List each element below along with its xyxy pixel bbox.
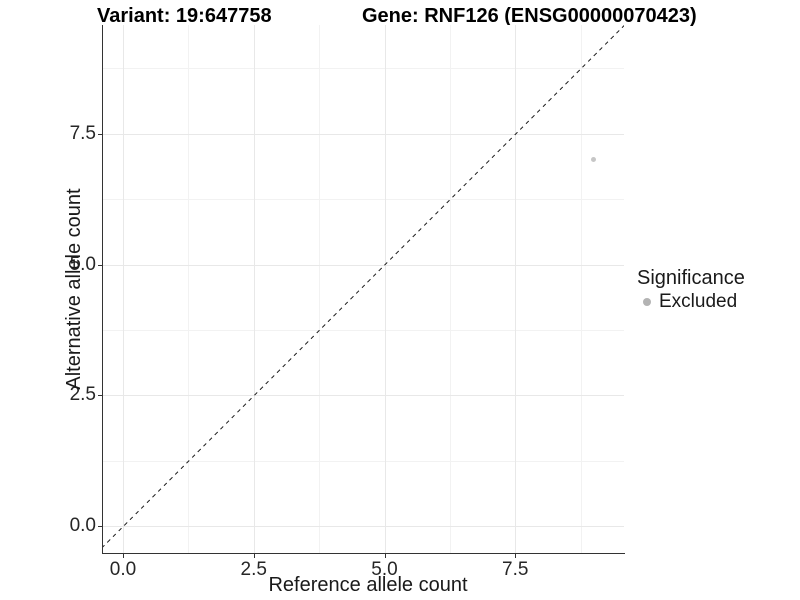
data-point xyxy=(591,157,597,163)
minor-gridline-x xyxy=(580,25,582,553)
x-axis-tick xyxy=(515,554,517,558)
major-gridline-y xyxy=(102,264,624,266)
plot-panel xyxy=(102,25,624,553)
legend: Significance Excluded xyxy=(637,267,745,313)
major-gridline-x xyxy=(253,25,255,553)
minor-gridline-y xyxy=(102,199,624,201)
y-axis-title: Alternative allele count xyxy=(63,188,85,390)
y-tick-label: 0.0 xyxy=(69,515,96,536)
minor-gridline-x xyxy=(449,25,451,553)
minor-gridline-y xyxy=(102,329,624,331)
x-axis-tick xyxy=(123,554,124,558)
x-axis-tick xyxy=(253,554,255,558)
major-gridline-x xyxy=(123,25,124,553)
legend-title: Significance xyxy=(637,267,745,289)
legend-entry-label: Excluded xyxy=(659,291,738,312)
identity-line xyxy=(102,25,624,553)
major-gridline-y xyxy=(102,526,624,527)
variant-title: Variant: 19:647758 xyxy=(97,5,272,27)
gene-title: Gene: RNF126 (ENSG00000070423) xyxy=(362,5,697,27)
minor-gridline-x xyxy=(188,25,190,553)
major-gridline-x xyxy=(384,25,386,553)
x-axis-tick xyxy=(384,554,386,558)
legend-point-icon xyxy=(643,298,651,306)
legend-entry-excluded: Excluded xyxy=(637,291,745,313)
minor-gridline-y xyxy=(102,68,624,70)
major-gridline-x xyxy=(515,25,517,553)
x-axis-title: Reference allele count xyxy=(268,574,468,596)
major-gridline-y xyxy=(102,395,624,397)
minor-gridline-y xyxy=(102,460,624,462)
major-gridline-y xyxy=(102,133,624,135)
y-axis-line xyxy=(102,25,103,554)
minor-gridline-x xyxy=(319,25,321,553)
x-axis-line xyxy=(102,553,625,554)
